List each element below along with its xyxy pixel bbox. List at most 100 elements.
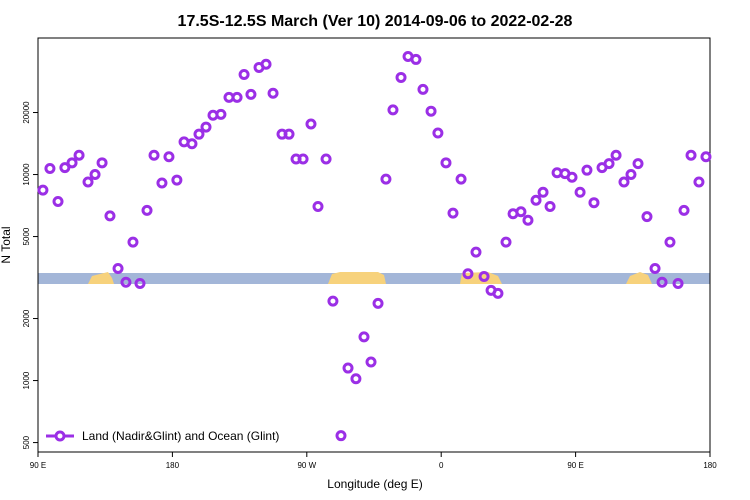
- point: [387, 104, 399, 116]
- point: [470, 246, 482, 258]
- point: [89, 169, 101, 181]
- point: [342, 362, 354, 374]
- point: [656, 276, 668, 288]
- point: [588, 197, 600, 209]
- plot-frame: [37, 37, 711, 453]
- point: [231, 91, 243, 103]
- point: [305, 118, 317, 130]
- legend-label: Land (Nadir&Glint) and Ocean (Glint): [82, 429, 279, 443]
- point: [267, 87, 279, 99]
- point: [193, 128, 205, 140]
- point: [455, 173, 467, 185]
- x-tick-label: 180: [703, 461, 717, 470]
- point: [685, 149, 697, 161]
- point: [537, 186, 549, 198]
- point: [700, 151, 712, 163]
- x-tick-label: 0: [439, 461, 444, 470]
- point: [312, 200, 324, 212]
- x-axis-label: Longitude (deg E): [327, 477, 422, 491]
- point: [432, 127, 444, 139]
- y-tick-label: 2000: [22, 309, 31, 327]
- point: [530, 194, 542, 206]
- point: [440, 157, 452, 169]
- point: [603, 158, 615, 170]
- point: [500, 236, 512, 248]
- point: [134, 277, 146, 289]
- y-tick-label: 10000: [22, 163, 31, 186]
- point: [320, 153, 332, 165]
- x-tick-label: 90 E: [30, 461, 46, 470]
- point: [649, 262, 661, 274]
- chart-title: 17.5S-12.5S March (Ver 10) 2014-09-06 to…: [178, 13, 573, 30]
- point: [215, 108, 227, 120]
- point: [678, 204, 690, 216]
- point: [641, 211, 653, 223]
- point: [610, 149, 622, 161]
- y-axis-label: N Total: [0, 226, 13, 263]
- point: [672, 277, 684, 289]
- surface-strip: [38, 272, 710, 284]
- point: [425, 105, 437, 117]
- point: [478, 270, 490, 282]
- point: [37, 184, 49, 196]
- point: [141, 204, 153, 216]
- point: [447, 207, 459, 219]
- point: [462, 268, 474, 280]
- x-tick-label: 90 W: [297, 461, 316, 470]
- point: [410, 53, 422, 65]
- point: [44, 162, 56, 174]
- legend-marker: [54, 430, 66, 442]
- point: [200, 121, 212, 133]
- land-strip: [328, 272, 386, 284]
- land-strip: [626, 272, 652, 284]
- point: [566, 171, 578, 183]
- point: [260, 58, 272, 70]
- point: [283, 128, 295, 140]
- point: [238, 68, 250, 80]
- point: [522, 214, 534, 226]
- point: [327, 295, 339, 307]
- point: [66, 157, 78, 169]
- point: [618, 176, 630, 188]
- y-tick-label: 1000: [22, 371, 31, 389]
- point: [380, 173, 392, 185]
- point: [492, 287, 504, 299]
- point: [52, 195, 64, 207]
- point: [395, 71, 407, 83]
- point: [82, 176, 94, 188]
- point: [581, 164, 593, 176]
- x-tick-label: 180: [166, 461, 180, 470]
- point: [245, 88, 257, 100]
- point: [112, 262, 124, 274]
- x-tick-label: 90 E: [567, 461, 583, 470]
- point: [693, 176, 705, 188]
- point: [171, 174, 183, 186]
- land-strip: [88, 272, 114, 284]
- point: [297, 153, 309, 165]
- y-tick-label: 500: [22, 435, 31, 449]
- point: [335, 430, 347, 442]
- point: [515, 206, 527, 218]
- y-tick-label: 20000: [22, 101, 31, 124]
- point: [358, 331, 370, 343]
- point: [544, 200, 556, 212]
- point: [148, 149, 160, 161]
- y-tick-label: 5000: [22, 227, 31, 245]
- point: [365, 356, 377, 368]
- point: [73, 149, 85, 161]
- point: [417, 83, 429, 95]
- point: [96, 157, 108, 169]
- point: [59, 162, 71, 174]
- point: [372, 297, 384, 309]
- point: [632, 158, 644, 170]
- point: [156, 177, 168, 189]
- point: [574, 186, 586, 198]
- point: [625, 169, 637, 181]
- point: [120, 276, 132, 288]
- point: [127, 236, 139, 248]
- point: [186, 138, 198, 150]
- point: [350, 373, 362, 385]
- point: [104, 210, 116, 222]
